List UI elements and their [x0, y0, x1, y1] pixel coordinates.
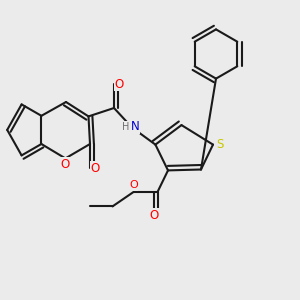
Text: H: H: [122, 122, 130, 132]
Text: O: O: [61, 158, 70, 171]
Text: S: S: [216, 138, 223, 151]
Text: O: O: [150, 209, 159, 222]
Text: O: O: [115, 77, 124, 91]
Text: O: O: [129, 180, 138, 190]
Text: O: O: [91, 161, 100, 175]
Text: N: N: [130, 120, 140, 133]
